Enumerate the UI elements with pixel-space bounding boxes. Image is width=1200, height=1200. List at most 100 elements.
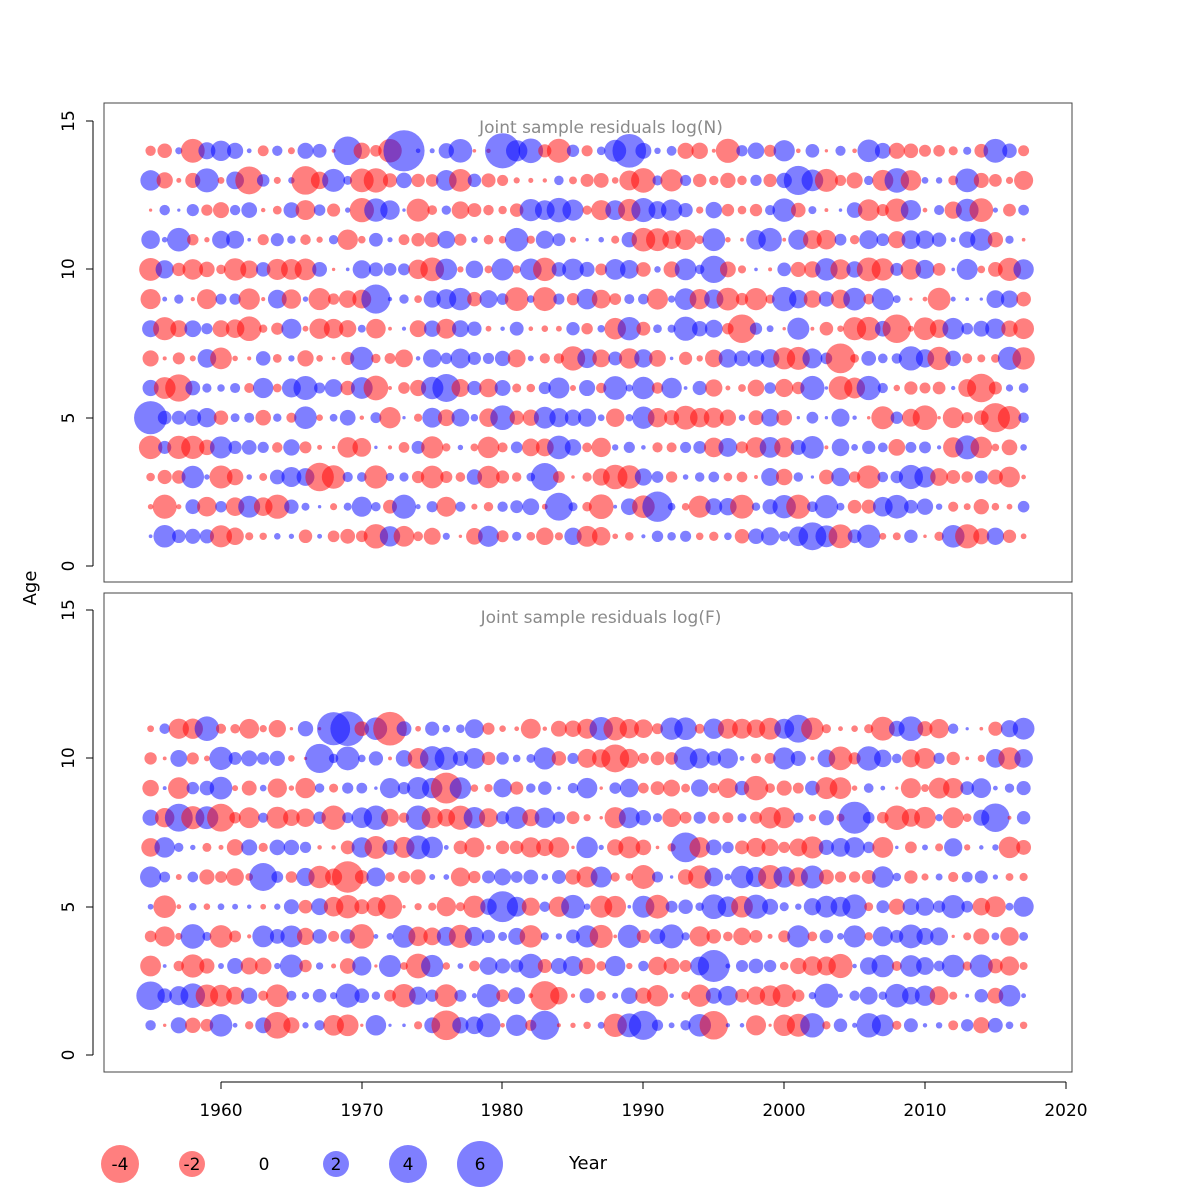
residual-bubble bbox=[828, 953, 853, 979]
residual-bubble bbox=[227, 142, 244, 159]
residual-bubble bbox=[343, 175, 353, 185]
residual-bubble bbox=[961, 900, 974, 913]
residual-bubble bbox=[465, 260, 484, 279]
residual-bubble bbox=[266, 806, 289, 829]
residual-bubble bbox=[948, 871, 959, 883]
residual-bubble bbox=[767, 933, 773, 939]
residual-bubble bbox=[690, 408, 710, 428]
residual-bubble bbox=[244, 412, 255, 423]
residual-bubble bbox=[414, 295, 422, 303]
residual-bubble bbox=[818, 810, 835, 826]
residual-bubble bbox=[554, 175, 564, 186]
residual-bubble bbox=[567, 752, 579, 764]
residual-bubble bbox=[350, 346, 374, 371]
residual-bubble bbox=[814, 168, 838, 192]
residual-bubble bbox=[519, 925, 543, 948]
residual-bubble bbox=[1014, 170, 1034, 190]
residual-bubble bbox=[577, 748, 597, 768]
residual-bubble bbox=[521, 897, 540, 916]
residual-bubble bbox=[435, 258, 458, 281]
residual-bubble bbox=[357, 324, 366, 333]
residual-bubble bbox=[857, 465, 881, 489]
residual-bubble bbox=[631, 198, 656, 223]
residual-bubble bbox=[1019, 931, 1029, 941]
residual-bubble bbox=[747, 379, 765, 397]
residual-bubble bbox=[440, 470, 453, 484]
residual-bubble bbox=[157, 469, 172, 485]
residual-bubble bbox=[570, 1022, 576, 1028]
residual-bubble bbox=[467, 380, 482, 396]
residual-bubble bbox=[849, 235, 860, 245]
residual-bubble bbox=[568, 502, 578, 512]
residual-bubble bbox=[209, 776, 233, 800]
residual-bubble bbox=[357, 235, 366, 244]
residual-bubble bbox=[718, 985, 738, 1006]
residual-bubble bbox=[240, 260, 259, 279]
residual-bubble bbox=[929, 986, 949, 1006]
residual-bubble bbox=[201, 204, 213, 216]
residual-bubble bbox=[421, 807, 443, 829]
residual-bubble bbox=[1020, 444, 1027, 451]
residual-bubble bbox=[411, 173, 425, 188]
residual-bubble bbox=[504, 227, 529, 252]
residual-bubble bbox=[895, 845, 899, 850]
residual-bubble bbox=[970, 228, 993, 251]
residual-bubble bbox=[415, 504, 421, 510]
residual-bubble bbox=[479, 808, 498, 828]
residual-bubble bbox=[636, 321, 651, 336]
residual-bubble bbox=[651, 530, 664, 542]
residual-bubble bbox=[176, 504, 182, 510]
residual-bubble bbox=[148, 208, 153, 212]
residual-bubble bbox=[434, 746, 458, 771]
residual-bubble bbox=[583, 814, 591, 822]
residual-bubble bbox=[967, 373, 996, 403]
residual-bubble bbox=[725, 236, 731, 243]
residual-bubble bbox=[612, 444, 619, 451]
residual-bubble bbox=[415, 148, 421, 154]
residual-bubble bbox=[895, 786, 899, 790]
residual-bubble bbox=[556, 1023, 561, 1028]
residual-bubble bbox=[848, 871, 861, 883]
residual-bubble bbox=[255, 409, 271, 426]
residual-bubble bbox=[291, 166, 320, 195]
residual-bubble bbox=[470, 443, 479, 452]
residual-bubble bbox=[230, 382, 241, 394]
residual-bubble bbox=[635, 142, 652, 159]
residual-bubble bbox=[226, 468, 244, 486]
residual-bubble bbox=[810, 326, 815, 331]
residual-bubble bbox=[468, 870, 481, 884]
residual-bubble bbox=[197, 496, 217, 517]
residual-bubble bbox=[455, 501, 466, 512]
residual-bubble bbox=[371, 991, 381, 1000]
residual-bubble bbox=[168, 718, 189, 739]
residual-bubble bbox=[787, 925, 810, 948]
residual-bubble bbox=[900, 955, 922, 977]
residual-bubble bbox=[904, 529, 918, 544]
legend-label-4: 4 bbox=[403, 1155, 414, 1175]
residual-bubble bbox=[829, 777, 852, 799]
residual-bubble bbox=[507, 349, 526, 368]
residual-bubble bbox=[808, 206, 817, 215]
residual-bubble bbox=[579, 261, 595, 277]
residual-bubble bbox=[979, 845, 984, 850]
residual-bubble bbox=[1002, 143, 1017, 159]
residual-bubble bbox=[482, 352, 495, 364]
residual-bubble bbox=[351, 496, 372, 517]
residual-bubble bbox=[527, 295, 535, 303]
residual-bubble bbox=[429, 874, 436, 880]
residual-bubble bbox=[903, 1018, 918, 1033]
residual-bubble bbox=[647, 288, 668, 310]
residual-bubble bbox=[564, 439, 582, 456]
residual-bubble bbox=[892, 532, 901, 541]
residual-bubble bbox=[814, 983, 839, 1008]
residual-bubble bbox=[490, 405, 515, 431]
residual-bubble bbox=[935, 873, 943, 881]
residual-bubble bbox=[745, 1015, 767, 1036]
residual-bubble bbox=[876, 233, 890, 247]
residual-bubble bbox=[597, 324, 605, 333]
residual-bubble bbox=[717, 718, 738, 739]
residual-bubble bbox=[776, 409, 793, 426]
residual-bubble bbox=[847, 499, 862, 514]
residual-bubble bbox=[494, 380, 511, 396]
residual-bubble bbox=[609, 782, 621, 794]
